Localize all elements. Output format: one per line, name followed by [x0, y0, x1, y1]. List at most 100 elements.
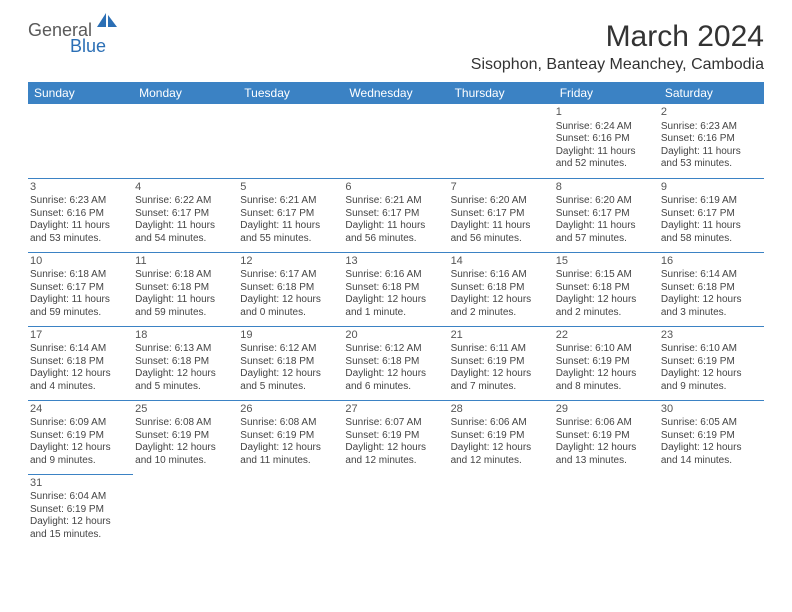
- day-number: 10: [30, 255, 129, 269]
- calendar-day-cell: 13Sunrise: 6:16 AMSunset: 6:18 PMDayligh…: [343, 252, 448, 326]
- calendar-week-row: 31Sunrise: 6:04 AMSunset: 6:19 PMDayligh…: [28, 474, 764, 548]
- sunrise-text: Sunrise: 6:04 AM: [30, 491, 129, 504]
- calendar-day-cell: 17Sunrise: 6:14 AMSunset: 6:18 PMDayligh…: [28, 326, 133, 400]
- daylight-text: and 2 minutes.: [451, 307, 550, 320]
- calendar-day-cell: 22Sunrise: 6:10 AMSunset: 6:19 PMDayligh…: [554, 326, 659, 400]
- calendar-day-cell: [133, 104, 238, 178]
- sunset-text: Sunset: 6:18 PM: [135, 282, 234, 295]
- calendar-day-cell: [449, 474, 554, 548]
- sunset-text: Sunset: 6:19 PM: [451, 356, 550, 369]
- daylight-text: Daylight: 12 hours: [135, 368, 234, 381]
- daylight-text: Daylight: 12 hours: [30, 442, 129, 455]
- calendar-day-cell: [449, 104, 554, 178]
- daylight-text: Daylight: 11 hours: [240, 220, 339, 233]
- calendar-day-cell: 2Sunrise: 6:23 AMSunset: 6:16 PMDaylight…: [659, 104, 764, 178]
- day-number: 8: [556, 181, 655, 195]
- calendar-day-cell: 28Sunrise: 6:06 AMSunset: 6:19 PMDayligh…: [449, 400, 554, 474]
- daylight-text: Daylight: 11 hours: [135, 294, 234, 307]
- day-number: 17: [30, 329, 129, 343]
- calendar-day-cell: [343, 474, 448, 548]
- daylight-text: Daylight: 11 hours: [661, 146, 760, 159]
- sunrise-text: Sunrise: 6:10 AM: [556, 343, 655, 356]
- daylight-text: and 53 minutes.: [30, 233, 129, 246]
- sunset-text: Sunset: 6:17 PM: [556, 208, 655, 221]
- calendar-day-cell: 26Sunrise: 6:08 AMSunset: 6:19 PMDayligh…: [238, 400, 343, 474]
- daylight-text: and 9 minutes.: [30, 455, 129, 468]
- calendar-day-cell: 9Sunrise: 6:19 AMSunset: 6:17 PMDaylight…: [659, 178, 764, 252]
- weekday-header: Friday: [554, 82, 659, 104]
- title-block: March 2024 Sisophon, Banteay Meanchey, C…: [471, 20, 764, 74]
- day-number: 26: [240, 403, 339, 417]
- sunset-text: Sunset: 6:16 PM: [30, 208, 129, 221]
- sunset-text: Sunset: 6:16 PM: [661, 133, 760, 146]
- header: General Blue March 2024 Sisophon, Bantea…: [28, 20, 764, 74]
- daylight-text: Daylight: 12 hours: [556, 294, 655, 307]
- sunrise-text: Sunrise: 6:22 AM: [135, 195, 234, 208]
- daylight-text: and 54 minutes.: [135, 233, 234, 246]
- sunrise-text: Sunrise: 6:20 AM: [451, 195, 550, 208]
- sunset-text: Sunset: 6:18 PM: [345, 356, 444, 369]
- day-number: 12: [240, 255, 339, 269]
- day-number: 20: [345, 329, 444, 343]
- day-number: 15: [556, 255, 655, 269]
- calendar-day-cell: 14Sunrise: 6:16 AMSunset: 6:18 PMDayligh…: [449, 252, 554, 326]
- day-number: 18: [135, 329, 234, 343]
- sunrise-text: Sunrise: 6:13 AM: [135, 343, 234, 356]
- sunrise-text: Sunrise: 6:18 AM: [135, 269, 234, 282]
- daylight-text: and 4 minutes.: [30, 381, 129, 394]
- sunrise-text: Sunrise: 6:18 AM: [30, 269, 129, 282]
- sunset-text: Sunset: 6:19 PM: [345, 430, 444, 443]
- sunrise-text: Sunrise: 6:06 AM: [556, 417, 655, 430]
- daylight-text: Daylight: 12 hours: [661, 442, 760, 455]
- location-subtitle: Sisophon, Banteay Meanchey, Cambodia: [471, 56, 764, 74]
- daylight-text: and 5 minutes.: [135, 381, 234, 394]
- day-number: 29: [556, 403, 655, 417]
- calendar-week-row: 24Sunrise: 6:09 AMSunset: 6:19 PMDayligh…: [28, 400, 764, 474]
- sunset-text: Sunset: 6:18 PM: [30, 356, 129, 369]
- sunset-text: Sunset: 6:17 PM: [30, 282, 129, 295]
- day-number: 30: [661, 403, 760, 417]
- sunrise-text: Sunrise: 6:14 AM: [661, 269, 760, 282]
- daylight-text: and 57 minutes.: [556, 233, 655, 246]
- calendar-week-row: 10Sunrise: 6:18 AMSunset: 6:17 PMDayligh…: [28, 252, 764, 326]
- calendar-day-cell: 12Sunrise: 6:17 AMSunset: 6:18 PMDayligh…: [238, 252, 343, 326]
- logo: General Blue: [28, 20, 138, 60]
- daylight-text: Daylight: 12 hours: [345, 442, 444, 455]
- calendar-day-cell: 3Sunrise: 6:23 AMSunset: 6:16 PMDaylight…: [28, 178, 133, 252]
- day-number: 6: [345, 181, 444, 195]
- daylight-text: Daylight: 12 hours: [661, 368, 760, 381]
- daylight-text: and 56 minutes.: [451, 233, 550, 246]
- sunrise-text: Sunrise: 6:23 AM: [661, 121, 760, 134]
- calendar-day-cell: 15Sunrise: 6:15 AMSunset: 6:18 PMDayligh…: [554, 252, 659, 326]
- sunset-text: Sunset: 6:19 PM: [30, 430, 129, 443]
- calendar-day-cell: 23Sunrise: 6:10 AMSunset: 6:19 PMDayligh…: [659, 326, 764, 400]
- daylight-text: and 13 minutes.: [556, 455, 655, 468]
- daylight-text: Daylight: 12 hours: [451, 442, 550, 455]
- sunrise-text: Sunrise: 6:10 AM: [661, 343, 760, 356]
- daylight-text: Daylight: 12 hours: [345, 294, 444, 307]
- calendar-day-cell: 5Sunrise: 6:21 AMSunset: 6:17 PMDaylight…: [238, 178, 343, 252]
- daylight-text: and 8 minutes.: [556, 381, 655, 394]
- daylight-text: and 3 minutes.: [661, 307, 760, 320]
- sunrise-text: Sunrise: 6:07 AM: [345, 417, 444, 430]
- weekday-header-row: Sunday Monday Tuesday Wednesday Thursday…: [28, 82, 764, 104]
- weekday-header: Tuesday: [238, 82, 343, 104]
- sunrise-text: Sunrise: 6:12 AM: [345, 343, 444, 356]
- sunset-text: Sunset: 6:18 PM: [240, 282, 339, 295]
- calendar-day-cell: 18Sunrise: 6:13 AMSunset: 6:18 PMDayligh…: [133, 326, 238, 400]
- daylight-text: and 59 minutes.: [30, 307, 129, 320]
- daylight-text: and 9 minutes.: [661, 381, 760, 394]
- calendar-page: General Blue March 2024 Sisophon, Bantea…: [0, 0, 792, 558]
- day-number: 16: [661, 255, 760, 269]
- month-title: March 2024: [471, 20, 764, 54]
- calendar-day-cell: 30Sunrise: 6:05 AMSunset: 6:19 PMDayligh…: [659, 400, 764, 474]
- weekday-header: Wednesday: [343, 82, 448, 104]
- sunset-text: Sunset: 6:19 PM: [556, 430, 655, 443]
- daylight-text: Daylight: 12 hours: [661, 294, 760, 307]
- day-number: 13: [345, 255, 444, 269]
- day-number: 24: [30, 403, 129, 417]
- logo-text-blue: Blue: [70, 36, 106, 57]
- calendar-day-cell: 6Sunrise: 6:21 AMSunset: 6:17 PMDaylight…: [343, 178, 448, 252]
- sunrise-text: Sunrise: 6:08 AM: [135, 417, 234, 430]
- daylight-text: Daylight: 11 hours: [556, 146, 655, 159]
